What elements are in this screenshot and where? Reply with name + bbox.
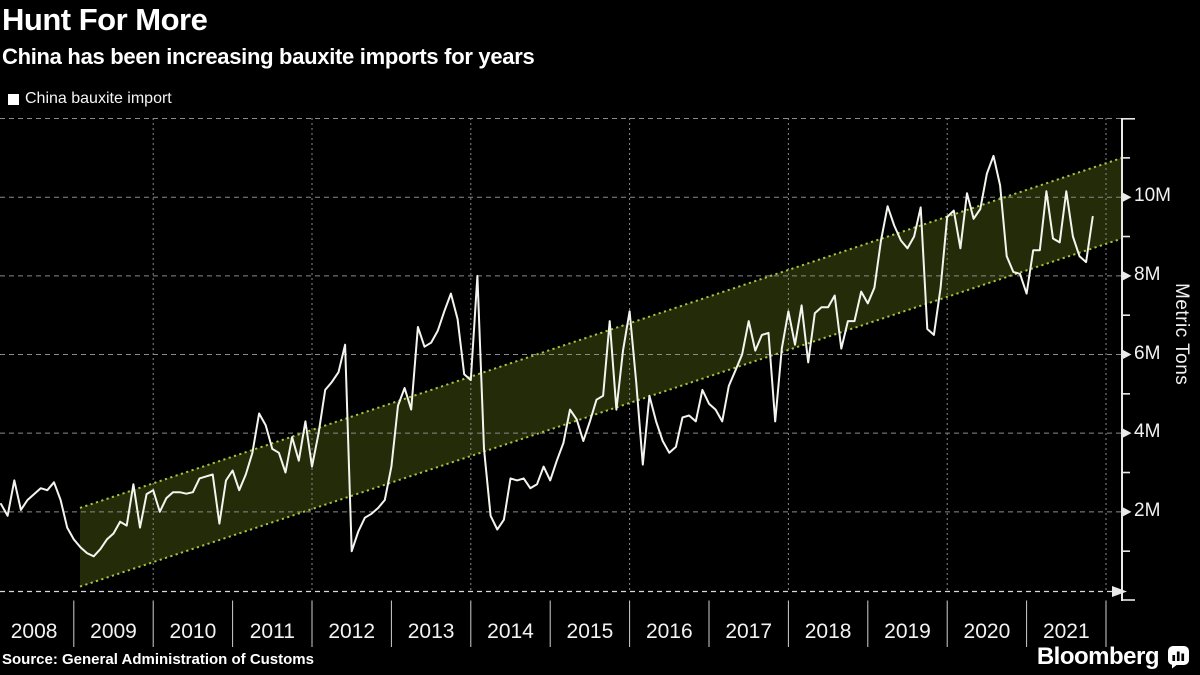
series-line <box>0 154 1094 558</box>
x-tick-label: 2012 <box>328 620 376 643</box>
page-title: Hunt For More <box>2 2 208 37</box>
bloomberg-chart-icon <box>1168 646 1189 669</box>
x-tick-label: 2019 <box>884 620 931 643</box>
x-tick-label: 2021 <box>1042 620 1090 643</box>
bloomberg-wordmark: Bloomberg <box>1036 643 1160 670</box>
legend: China bauxite import <box>8 90 172 108</box>
y-axis-major-tick <box>1122 349 1132 360</box>
x-tick-label: 2011 <box>249 620 295 643</box>
y-axis-major-tick <box>1122 506 1132 517</box>
x-tick-label: 2017 <box>725 620 773 643</box>
x-tick-label: 2010 <box>169 620 217 643</box>
chart-subtitle: China has been increasing bauxite import… <box>2 44 535 69</box>
x-tick-label: 2014 <box>487 620 534 643</box>
y-tick-label: 4M <box>1134 421 1161 443</box>
x-tick-label: 2013 <box>407 620 455 643</box>
y-tick-label: 6M <box>1134 342 1161 364</box>
trend-channel-bottom-border <box>79 237 1123 588</box>
x-tick-label: 2008 <box>10 620 58 643</box>
y-axis-major-tick <box>1122 192 1132 203</box>
y-axis-major-tick <box>1122 428 1132 439</box>
source-note: Source: General Administration of Custom… <box>2 651 314 668</box>
x-tick-label: 2018 <box>804 620 852 643</box>
y-tick-label: 2M <box>1134 499 1161 521</box>
legend-marker-icon <box>8 93 19 105</box>
x-tick-label: 2020 <box>963 620 1011 643</box>
y-tick-label: 8M <box>1134 263 1161 285</box>
legend-label: China bauxite import <box>25 90 172 107</box>
x-tick-label: 2016 <box>645 620 693 643</box>
x-tick-label: 2009 <box>90 620 137 643</box>
y-axis-title: Metric Tons <box>1171 283 1192 386</box>
trend-channel-top-border <box>79 156 1123 509</box>
x-axis-arrow-icon <box>1112 586 1127 597</box>
y-tick-label: 10M <box>1134 185 1171 207</box>
trend-channel <box>80 157 1122 587</box>
bloomberg-logo: Bloomberg <box>1037 643 1190 671</box>
y-axis-major-tick <box>1122 270 1132 281</box>
x-tick-label: 2015 <box>566 620 614 643</box>
